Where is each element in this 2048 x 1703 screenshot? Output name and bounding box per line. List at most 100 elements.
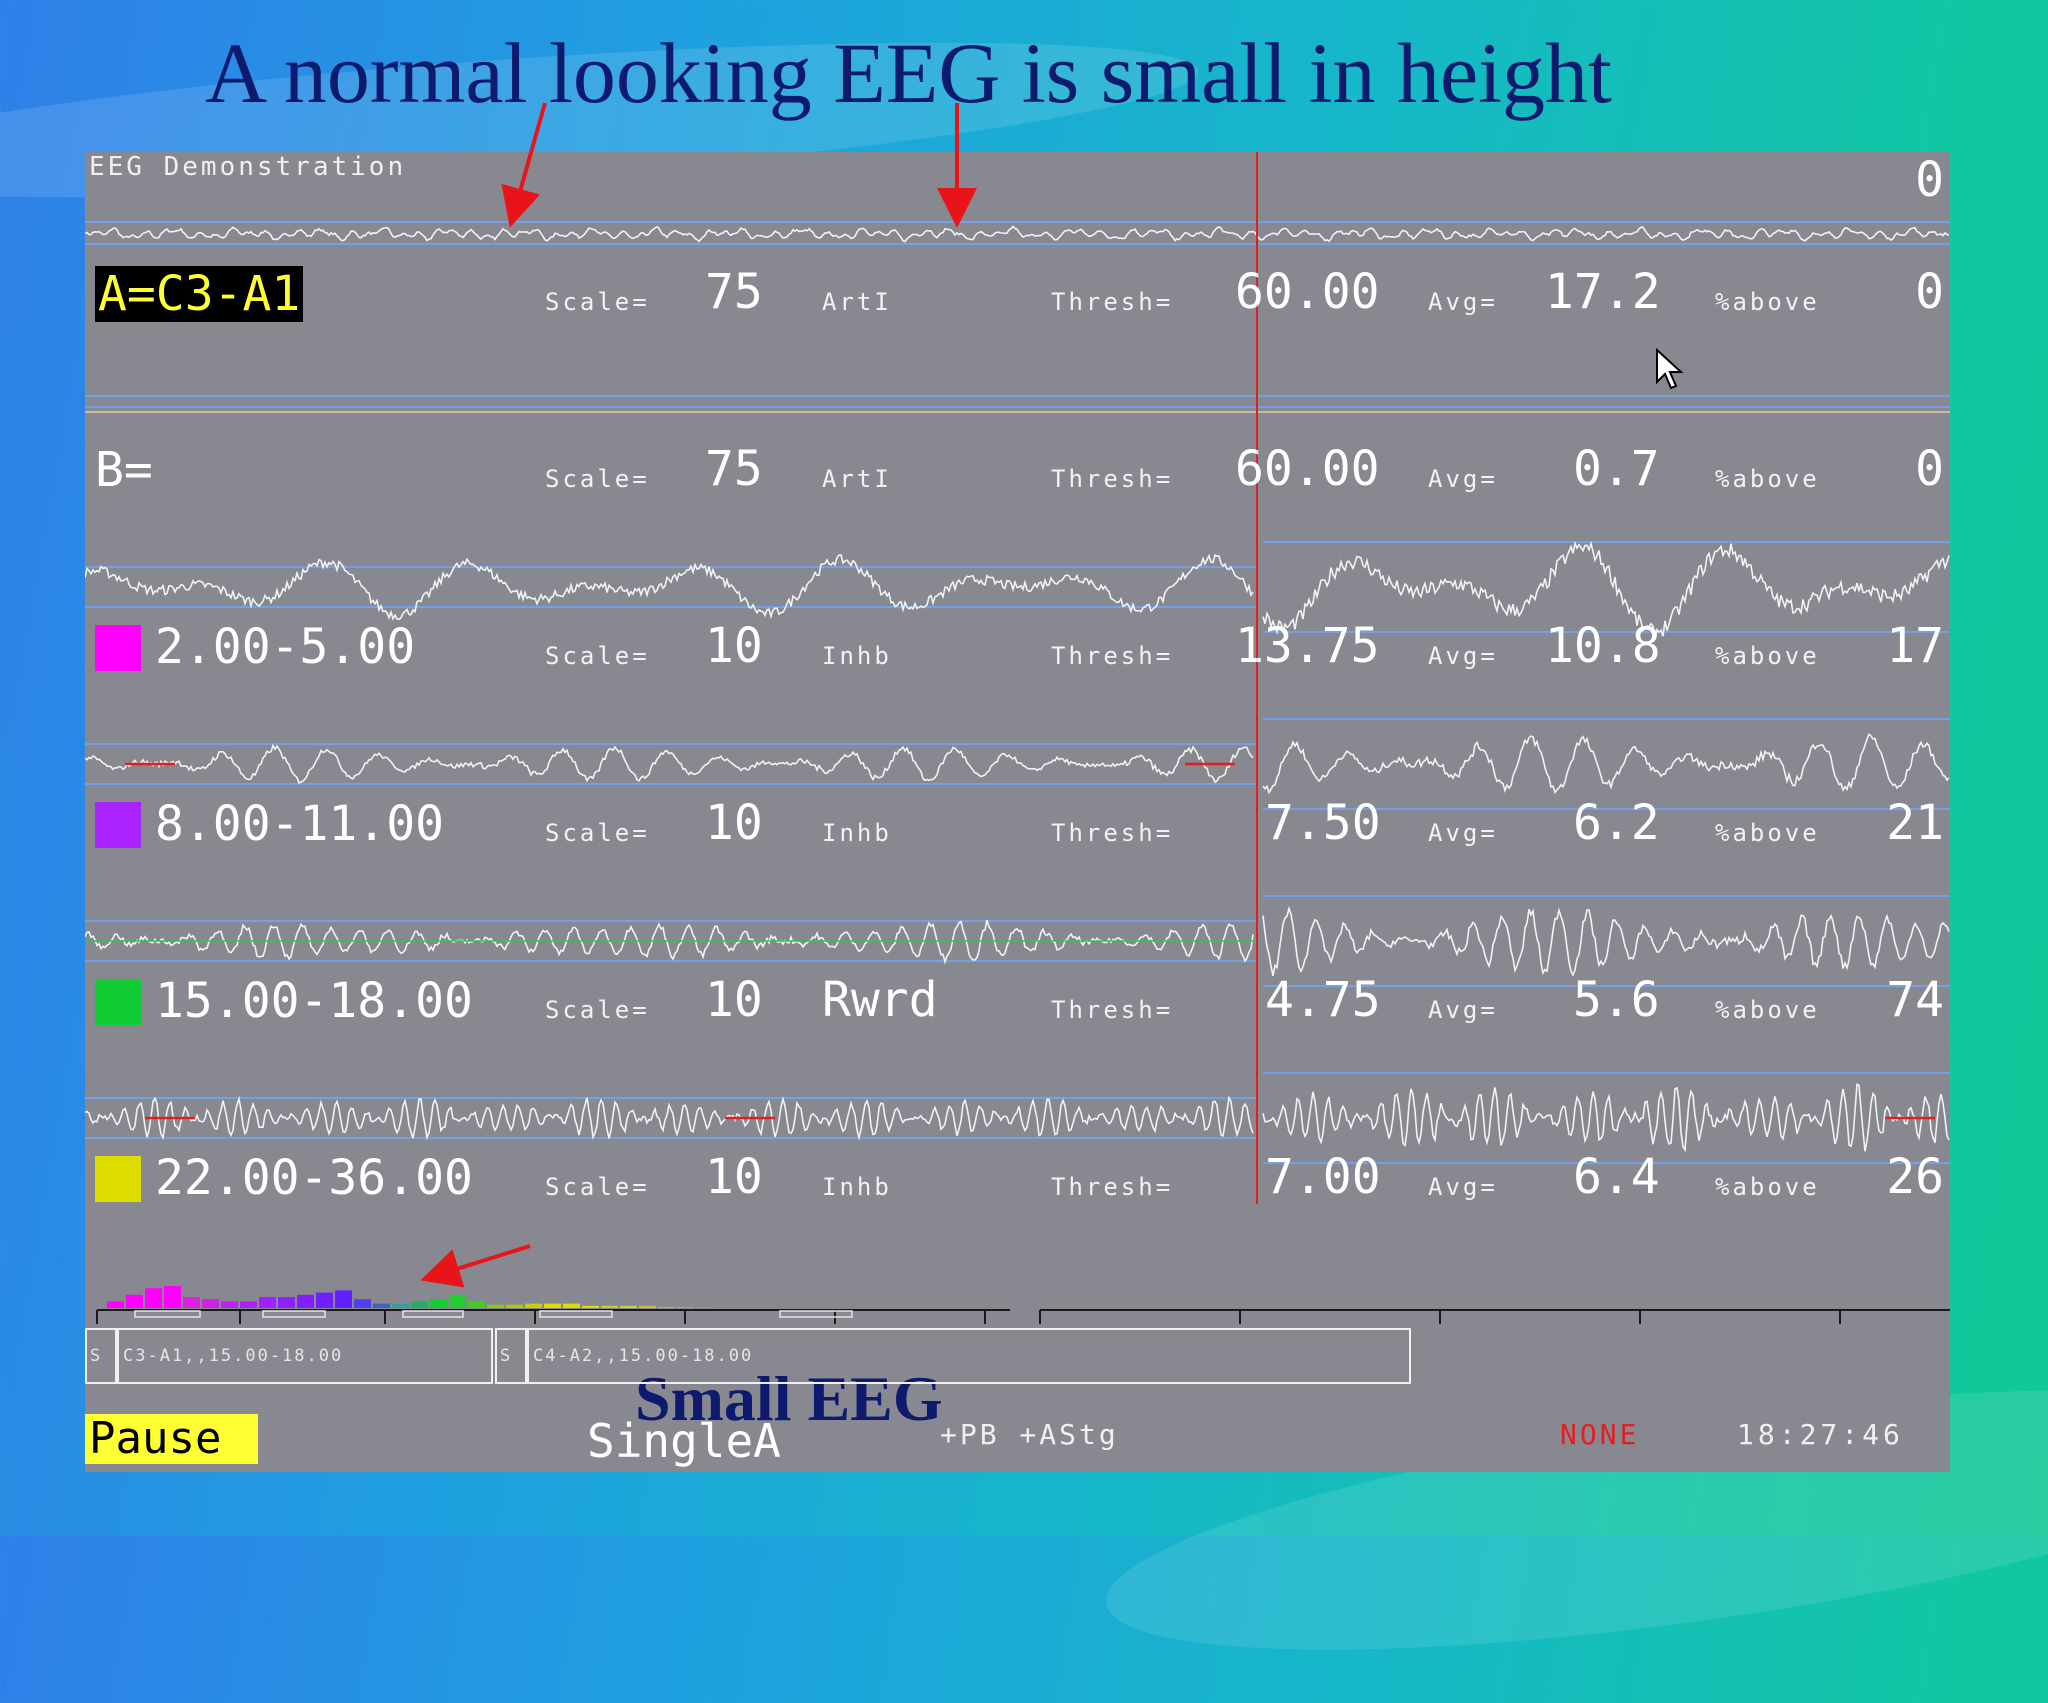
band-3-trace <box>1263 909 1949 976</box>
histogram-bar <box>392 1304 409 1308</box>
band-2-above: 21 <box>1886 795 1944 851</box>
above-label: %above <box>1715 465 1820 493</box>
histogram-range-marker <box>263 1311 325 1317</box>
band-3-swatch <box>95 979 141 1025</box>
clock: 18:27:46 <box>1737 1418 1904 1451</box>
thresh-label: Thresh= <box>1051 1173 1173 1201</box>
channel-a-scale: 75 <box>705 264 763 320</box>
band-1-thresh: 13.75 <box>1235 618 1380 674</box>
histogram-bar <box>373 1304 390 1308</box>
avg-label: Avg= <box>1428 819 1498 847</box>
thresh-label: Thresh= <box>1051 819 1173 847</box>
slide-title: A normal looking EEG is small in height <box>205 18 1805 128</box>
segment-2-tag: S <box>500 1346 512 1366</box>
histogram-bar <box>525 1304 542 1308</box>
above-label: %above <box>1715 288 1820 316</box>
band-2-scale: 10 <box>705 795 763 851</box>
band-4-mode: Inhb <box>822 1173 892 1201</box>
band-4-avg: 6.4 <box>1573 1149 1660 1205</box>
above-label: %above <box>1715 996 1820 1024</box>
band-4-trace <box>1263 1084 1949 1151</box>
band-3-mode: Rwrd <box>822 972 938 1028</box>
segment-2-text: C4-A2,,15.00-18.00 <box>533 1346 753 1366</box>
histogram-bar <box>411 1301 428 1308</box>
histogram-bar <box>639 1306 656 1308</box>
band-2-trace <box>85 746 1253 783</box>
thresh-label: Thresh= <box>1051 288 1173 316</box>
histogram-bar <box>430 1299 447 1308</box>
thresh-label: Thresh= <box>1051 996 1173 1024</box>
band-1-scale: 10 <box>705 618 763 674</box>
band-4-above: 26 <box>1886 1149 1944 1205</box>
avg-label: Avg= <box>1428 1173 1498 1201</box>
histogram-range-marker <box>403 1311 463 1317</box>
histogram-bar <box>335 1290 352 1308</box>
histogram-bar <box>145 1288 162 1308</box>
channel-b-avg: 0.7 <box>1573 441 1660 497</box>
band-2-thresh: 7.50 <box>1265 795 1381 851</box>
band-2-mode: Inhb <box>822 819 892 847</box>
above-label: %above <box>1715 819 1820 847</box>
band-1-avg: 10.8 <box>1545 618 1661 674</box>
scale-label: Scale= <box>545 1173 650 1201</box>
histogram-bar <box>354 1299 371 1308</box>
channel-b-thresh: 60.00 <box>1235 441 1380 497</box>
scale-label: Scale= <box>545 996 650 1024</box>
thresh-label: Thresh= <box>1051 642 1173 670</box>
histogram-range-marker <box>540 1311 612 1317</box>
pause-button[interactable]: Pause <box>85 1414 258 1464</box>
avg-label: Avg= <box>1428 996 1498 1024</box>
channel-a-above: 0 <box>1915 264 1944 320</box>
band-1-label: 2.00-5.00 <box>155 619 415 675</box>
above-label: %above <box>1715 642 1820 670</box>
channel-b-above: 0 <box>1915 441 1944 497</box>
histogram-bar <box>107 1301 124 1308</box>
avg-label: Avg= <box>1428 288 1498 316</box>
scale-label: Scale= <box>545 288 650 316</box>
histogram-bar <box>126 1295 143 1308</box>
histogram-bar <box>620 1306 637 1308</box>
band-1-mode: Inhb <box>822 642 892 670</box>
band-2-avg: 6.2 <box>1573 795 1660 851</box>
avg-label: Avg= <box>1428 642 1498 670</box>
band-2-trace <box>1263 734 1949 792</box>
histogram-bar <box>449 1295 466 1308</box>
histogram-range-marker <box>135 1311 200 1317</box>
channel-a-avg: 17.2 <box>1545 264 1661 320</box>
histogram-bar <box>696 1307 713 1308</box>
state-indicator: NONE <box>1560 1418 1639 1451</box>
channel-a-mode: ArtI <box>822 288 892 316</box>
histogram-bar <box>601 1306 618 1308</box>
histogram-range-marker <box>780 1311 852 1317</box>
channel-b-scale: 75 <box>705 441 763 497</box>
histogram-bar <box>240 1301 257 1308</box>
scale-label: Scale= <box>545 465 650 493</box>
avg-label: Avg= <box>1428 465 1498 493</box>
segment-1-text: C3-A1,,15.00-18.00 <box>123 1346 343 1366</box>
band-4-thresh: 7.00 <box>1265 1149 1381 1205</box>
segment-1-tag: S <box>90 1346 102 1366</box>
scale-label: Scale= <box>545 819 650 847</box>
channel-a-label: A=C3-A1 <box>95 266 303 322</box>
raw-eeg-trace <box>85 226 1949 241</box>
band-3-thresh: 4.75 <box>1265 972 1381 1028</box>
histogram-bar <box>506 1305 523 1308</box>
histogram-bar <box>221 1301 238 1308</box>
histogram-bar <box>487 1305 504 1308</box>
histogram-bar <box>278 1297 295 1308</box>
top-counter: 0 <box>1915 152 1944 208</box>
mouse-cursor-icon <box>1655 348 1685 392</box>
histogram-bar <box>677 1307 694 1308</box>
histogram-bar <box>544 1304 561 1308</box>
band-1-trace <box>85 555 1253 620</box>
histogram-bar <box>297 1295 314 1308</box>
above-label: %above <box>1715 1173 1820 1201</box>
band-3-scale: 10 <box>705 972 763 1028</box>
band-1-swatch <box>95 625 141 671</box>
channel-a-badge: A=C3-A1 <box>95 266 303 322</box>
band-3-label: 15.00-18.00 <box>155 973 473 1029</box>
histogram-bar <box>582 1306 599 1308</box>
band-3-above: 74 <box>1886 972 1944 1028</box>
histogram-bar <box>563 1304 580 1308</box>
histogram-bar <box>316 1293 333 1308</box>
